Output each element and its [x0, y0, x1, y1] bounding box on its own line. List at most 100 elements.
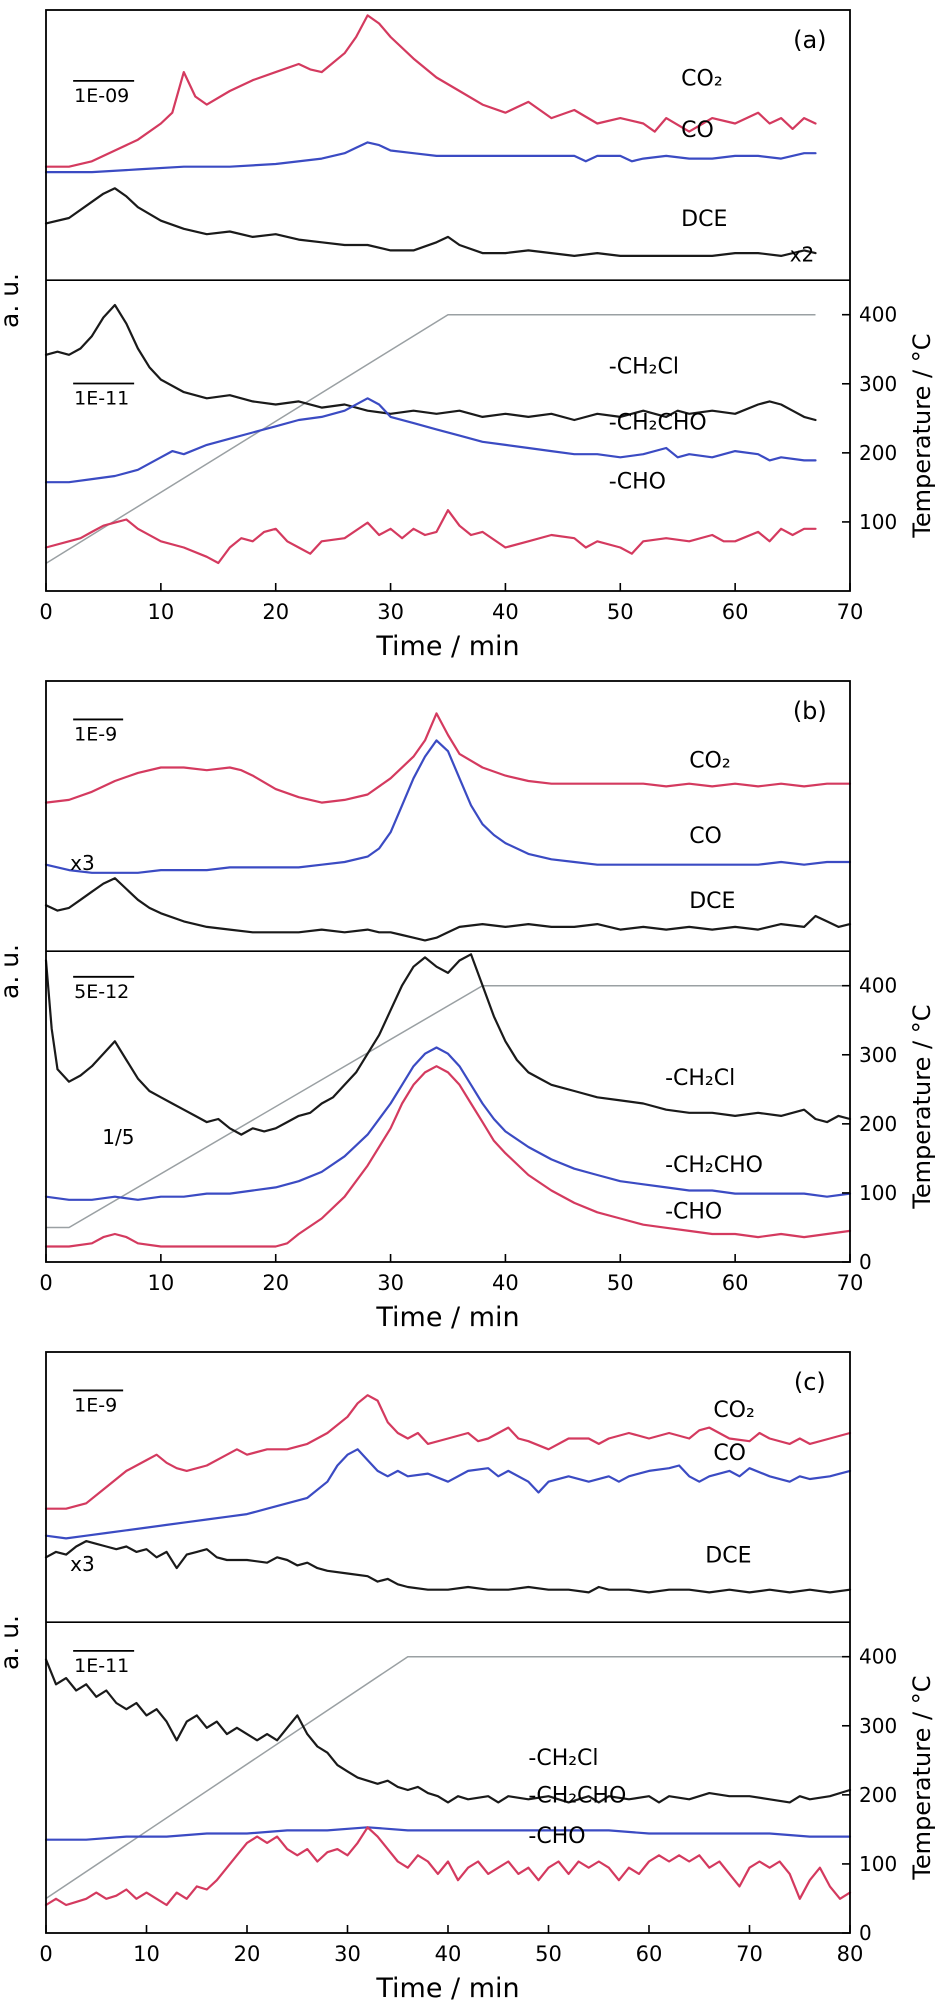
panel-c: CO₂ CO DCE 1E-9 x3 (c) -CH₂Cl -CH₂CHO -CHO 1E-11 0…	[0, 1342, 946, 2013]
x-tick-label: 70	[837, 1271, 864, 1295]
series-line-CO	[44, 141, 817, 174]
x-tick-label: 10	[147, 600, 174, 624]
x-tick-label: 70	[736, 1942, 763, 1966]
series-label-DCE: DCE	[689, 889, 735, 914]
temp-tick-label: 200	[859, 1783, 897, 1807]
scalebar-label: 5E-12	[74, 981, 129, 1003]
series-label-CO2: CO₂	[689, 748, 731, 773]
series-label-DCE: DCE	[705, 1544, 751, 1569]
y-axis-label-right: Temperature / °C	[908, 334, 936, 539]
series-line-CHO	[44, 1065, 852, 1248]
series-line-CH2Cl	[44, 1658, 852, 1804]
x-tick-label: 30	[377, 600, 404, 624]
y-axis-label-left: a. u.	[0, 273, 24, 328]
x-axis-label: Time / min	[375, 1302, 519, 1333]
temp-tick-label: 200	[859, 1112, 897, 1136]
series-label-CHO: -CHO	[528, 1824, 585, 1849]
x-tick-label: 60	[722, 600, 749, 624]
series-line-DCE	[44, 1540, 852, 1594]
x-tick-label: 50	[607, 600, 634, 624]
temp-tick-label: 0	[859, 1250, 872, 1274]
x-tick-label: 50	[607, 1271, 634, 1295]
temp-tick-label: 200	[859, 441, 897, 465]
series-line-CO	[44, 1448, 852, 1540]
chart-a: CO₂ CO DCE 1E-09 x2 (a) -CH₂Cl -CH₂CHO -CHO 1E-11…	[0, 9, 936, 662]
scalebar-label: 1E-11	[74, 1655, 129, 1677]
annotation: x3	[70, 1552, 95, 1576]
scalebar-label: 1E-9	[74, 1394, 117, 1416]
series-label-CH2CHO: -CH₂CHO	[528, 1783, 626, 1808]
y-axis-label-left: a. u.	[0, 1615, 24, 1670]
series-line-CO2	[44, 1394, 852, 1510]
temperature-line	[45, 1655, 850, 1900]
series-line-CHO	[44, 509, 817, 565]
series-line-CH2Cl	[44, 303, 817, 422]
temp-tick-label: 100	[859, 510, 897, 534]
temp-tick-label: 400	[859, 303, 897, 327]
temp-tick-label: 300	[859, 372, 897, 396]
series-label-CO: CO	[681, 118, 714, 143]
temp-tick-label: 100	[859, 1181, 897, 1205]
x-tick-label: 60	[722, 1271, 749, 1295]
plot-border	[45, 9, 851, 592]
x-tick-label: 20	[234, 1942, 261, 1966]
series-label-CH2CHO: -CH₂CHO	[609, 410, 707, 435]
series-line-CH2CHO	[44, 1046, 852, 1201]
temperature-line	[46, 984, 850, 1229]
scalebar-label: 1E-9	[74, 723, 117, 745]
x-tick-label: 0	[39, 600, 52, 624]
series-label-CO2: CO₂	[713, 1398, 755, 1423]
x-tick-label: 30	[334, 1942, 361, 1966]
temp-tick-label: 400	[859, 1645, 897, 1669]
temp-tick-label: 300	[859, 1714, 897, 1738]
y-axis-label-left: a. u.	[0, 944, 24, 999]
annotation: x2	[790, 242, 815, 266]
series-label-CHO: -CHO	[665, 1199, 722, 1224]
series-line-CH2CHO	[44, 397, 817, 484]
temp-tick-label: 100	[859, 1852, 897, 1876]
annotation: 1/5	[102, 1125, 134, 1149]
panel-letter: (a)	[793, 26, 826, 54]
series-line-CH2Cl	[44, 953, 852, 1136]
x-tick-label: 80	[837, 1942, 864, 1966]
chart-c: CO₂ CO DCE 1E-9 x3 (c) -CH₂Cl -CH₂CHO -CHO 1E-11 0…	[0, 1351, 936, 2004]
panel-letter: (b)	[793, 697, 827, 725]
annotation: x3	[70, 851, 95, 875]
chart-b: CO₂ CO DCE 1E-9 x3 (b) -CH₂Cl -CH₂CHO -CHO 5E-12 1…	[0, 680, 936, 1333]
series-line-CO	[44, 739, 852, 874]
x-tick-label: 40	[492, 600, 519, 624]
series-label-CO: CO	[713, 1441, 746, 1466]
series-label-CH2Cl: -CH₂Cl	[609, 354, 679, 379]
series-label-CHO: -CHO	[609, 469, 666, 494]
series-label-DCE: DCE	[681, 207, 727, 232]
x-tick-label: 30	[377, 1271, 404, 1295]
panel-a: CO₂ CO DCE 1E-09 x2 (a) -CH₂Cl -CH₂CHO -CHO 1E-11…	[0, 0, 946, 671]
x-tick-label: 0	[39, 1271, 52, 1295]
panel-letter: (c)	[794, 1368, 826, 1396]
y-axis-label-right: Temperature / °C	[908, 1676, 936, 1881]
series-line-CHO	[44, 1826, 852, 1907]
series-line-CO2	[44, 14, 817, 168]
x-tick-label: 50	[535, 1942, 562, 1966]
series-line-DCE	[44, 877, 852, 942]
x-tick-label: 10	[133, 1942, 160, 1966]
series-label-CO2: CO₂	[681, 67, 723, 92]
x-tick-label: 0	[39, 1942, 52, 1966]
scalebar-label: 1E-09	[74, 85, 129, 107]
series-line-CO2	[44, 712, 852, 804]
series-line-CH2CHO	[44, 1826, 852, 1841]
series-label-CH2CHO: -CH₂CHO	[665, 1153, 763, 1178]
series-label-CH2Cl: -CH₂Cl	[528, 1746, 598, 1771]
temperature-line	[45, 313, 816, 565]
x-tick-label: 40	[492, 1271, 519, 1295]
x-tick-label: 40	[435, 1942, 462, 1966]
x-axis-label: Time / min	[375, 1973, 519, 2004]
x-tick-label: 70	[837, 600, 864, 624]
x-tick-label: 60	[636, 1942, 663, 1966]
scalebar-label: 1E-11	[74, 387, 129, 409]
temp-tick-label: 300	[859, 1043, 897, 1067]
plot-border	[45, 680, 851, 1263]
y-axis-label-right: Temperature / °C	[908, 1005, 936, 1210]
x-tick-label: 20	[262, 600, 289, 624]
